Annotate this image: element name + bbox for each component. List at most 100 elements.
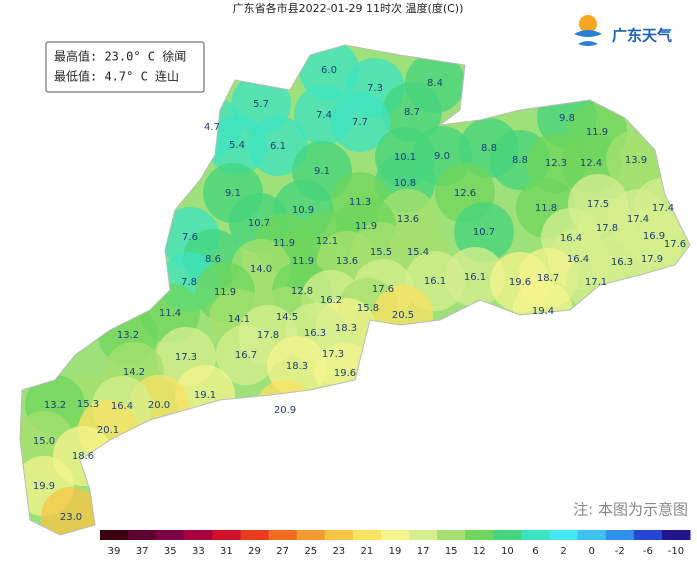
station-temperature: 15.4 <box>407 247 429 258</box>
station-temperature: 12.3 <box>545 158 567 169</box>
legend-swatch <box>212 530 241 540</box>
station-temperature: 20.1 <box>97 425 119 436</box>
station-temperature: 7.7 <box>352 117 368 128</box>
station-temperature: 10.7 <box>473 227 495 238</box>
station-temperature: 9.1 <box>314 166 330 177</box>
station-temperature: 17.8 <box>257 330 279 341</box>
station-temperature: 6.1 <box>270 141 286 152</box>
legend-label: 19 <box>389 546 402 557</box>
station-temperature: 11.8 <box>535 203 557 214</box>
station-temperature: 10.9 <box>292 205 314 216</box>
legend-label: 15 <box>445 546 458 557</box>
station-temperature: 17.6 <box>664 239 686 250</box>
station-temperature: 8.8 <box>512 155 528 166</box>
province-outline <box>19 44 691 536</box>
station-temperature: 16.9 <box>643 231 665 242</box>
temperature-cell <box>299 45 359 100</box>
legend-swatch <box>100 530 129 540</box>
legend-swatch <box>128 530 157 540</box>
station-temperature: 17.3 <box>322 349 344 360</box>
station-temperature: 18.3 <box>286 361 308 372</box>
station-temperature: 17.3 <box>175 352 197 363</box>
legend-label: 6 <box>532 546 538 557</box>
station-temperature: 19.4 <box>532 306 554 317</box>
legend-swatch <box>549 530 579 540</box>
legend-swatch <box>605 530 635 540</box>
station-temperature: 13.2 <box>117 330 139 341</box>
station-temperature: 11.9 <box>273 238 295 249</box>
temperature-cell <box>330 92 390 152</box>
legend-swatch <box>296 530 326 540</box>
legend-label: 39 <box>108 546 121 557</box>
station-temperature: 13.2 <box>44 400 66 411</box>
station-temperature: 16.2 <box>320 295 342 306</box>
station-temperature: 14.5 <box>276 312 298 323</box>
legend-swatch <box>324 530 354 540</box>
station-temperature: 16.4 <box>560 233 582 244</box>
legend-swatch <box>240 530 270 540</box>
station-temperature: 12.4 <box>580 158 602 169</box>
legend-label: 21 <box>361 546 374 557</box>
station-temperature: 5.4 <box>229 140 245 151</box>
legend-label: -10 <box>668 546 684 557</box>
station-temperature: 18.6 <box>72 451 94 462</box>
station-temperature: 20.9 <box>274 405 296 416</box>
legend-swatch <box>268 530 298 540</box>
legend-label: 2 <box>560 546 566 557</box>
legend-swatch <box>465 530 494 540</box>
station-temperature: 19.6 <box>334 368 356 379</box>
legend-label: 37 <box>136 546 149 557</box>
station-temperature: 10.8 <box>394 178 416 189</box>
station-temperature: 16.3 <box>611 257 633 268</box>
legend-swatch <box>493 530 522 540</box>
station-temperature: 8.7 <box>404 107 420 118</box>
summary-min: 最低值: 4.7° C 连山 <box>54 69 179 84</box>
legend-swatch <box>661 530 691 540</box>
station-temperature: 13.6 <box>336 256 358 267</box>
station-temperature: 11.9 <box>292 256 314 267</box>
station-temperature: 7.6 <box>182 232 198 243</box>
station-temperature: 5.7 <box>253 99 269 110</box>
legend-label: -2 <box>615 546 625 557</box>
station-temperature: 16.4 <box>111 401 133 412</box>
station-temperature: 12.6 <box>454 188 476 199</box>
station-temperature: 9.8 <box>559 113 575 124</box>
station-temperature: 16.7 <box>235 350 257 361</box>
summary-max: 最高值: 23.0° C 徐闻 <box>54 49 186 64</box>
logo-text: 广东天气 <box>612 27 672 45</box>
station-temperature: 23.0 <box>60 512 82 523</box>
station-temperature: 18.3 <box>335 323 357 334</box>
station-temperature: 17.1 <box>585 277 607 288</box>
station-temperature: 17.4 <box>652 203 674 214</box>
station-temperature: 11.9 <box>355 221 377 232</box>
station-temperature: 9.1 <box>225 188 241 199</box>
station-temperature: 11.9 <box>586 127 608 138</box>
temperature-cell <box>216 325 276 385</box>
station-temperature: 17.8 <box>596 223 618 234</box>
legend-label: -6 <box>643 546 653 557</box>
legend-label: 31 <box>220 546 233 557</box>
station-temperature: 16.4 <box>567 254 589 265</box>
legend-swatch <box>352 530 382 540</box>
station-temperature: 17.4 <box>627 214 649 225</box>
station-temperature: 6.0 <box>321 65 337 76</box>
legend-label: 12 <box>473 546 486 557</box>
note: 注: 本图为示意图 <box>573 501 688 519</box>
station-temperature: 8.8 <box>481 143 497 154</box>
legend-swatch <box>380 530 410 540</box>
station-temperature: 11.3 <box>349 197 371 208</box>
station-temperature: 13.9 <box>625 155 647 166</box>
temperature-cell <box>445 247 505 307</box>
station-temperature: 17.5 <box>587 199 609 210</box>
legend-swatch <box>521 530 551 540</box>
station-temperature: 16.1 <box>464 272 486 283</box>
station-temperature: 10.7 <box>248 218 270 229</box>
station-temperature: 16.3 <box>304 328 326 339</box>
station-temperature: 19.9 <box>33 481 55 492</box>
station-temperature: 19.1 <box>194 390 216 401</box>
station-temperature: 9.0 <box>434 151 450 162</box>
station-temperature: 14.1 <box>228 314 250 325</box>
